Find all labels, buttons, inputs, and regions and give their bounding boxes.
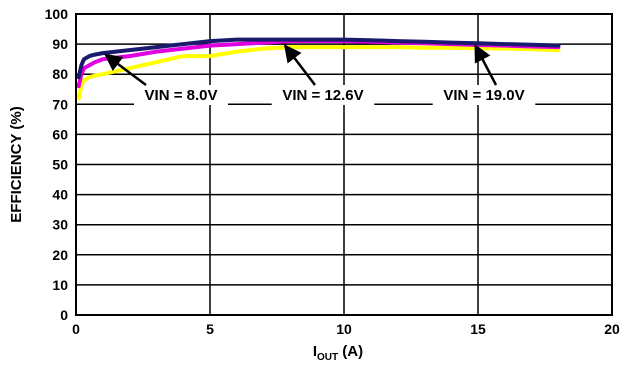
grid [75,13,613,316]
plot-frame [75,13,613,316]
annotation-arrow [104,53,147,87]
annotation-label-bg [134,85,228,105]
y-axis-title: EFFICIENCY (%) [8,106,25,222]
x-axis-title: IOUT (A) [313,343,363,363]
y-tick-label: 100 [45,6,69,22]
y-tick-label: 0 [60,307,68,323]
annotation-label-bg [271,85,375,105]
y-tick-label: 80 [52,66,68,82]
annotation-layer: VIN = 8.0V VIN = 12.6V VIN = 19.0V [104,44,536,105]
x-tick-label: 10 [336,321,352,337]
series-layer [76,37,561,101]
y-tick-label: 70 [52,96,68,112]
y-tick-label: 90 [52,36,68,52]
x-axis-title-main: I [313,343,317,360]
x-tick-label: 0 [72,321,80,337]
y-tick-label: 60 [52,126,68,142]
y-tick-label: 30 [52,217,68,233]
tick-labels: 0 5 10 15 20 0 10 20 30 40 50 60 70 80 90 100 [45,6,620,337]
x-axis-title-subscript: OUT [317,352,338,363]
x-axis-title-unit: (A) [338,343,363,360]
x-tick-label: 20 [604,321,620,337]
y-tick-label: 20 [52,247,68,263]
annotation-label: VIN = 12.6V [282,87,363,104]
x-tick-label: 15 [470,321,486,337]
annotation-arrow [283,44,316,86]
annotation-label: VIN = 19.0V [443,87,524,104]
y-tick-label: 10 [52,277,68,293]
annotation-label-bg [432,85,536,105]
y-tick-label: 40 [52,187,68,203]
annotation-arrow [474,44,498,86]
series-line [76,45,561,101]
series-line [76,37,561,80]
x-tick-label: 5 [206,321,214,337]
y-tick-label: 50 [52,157,68,173]
annotation-label: VIN = 8.0V [145,87,218,104]
